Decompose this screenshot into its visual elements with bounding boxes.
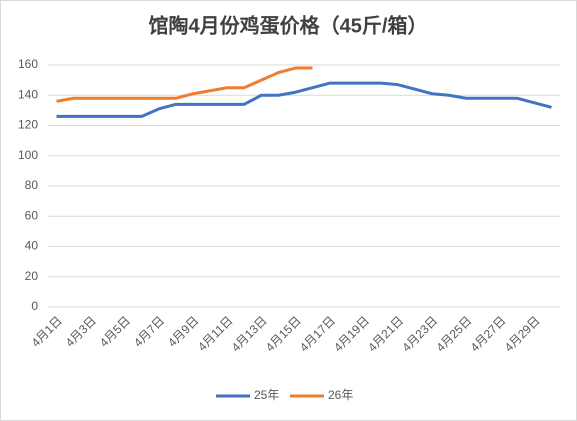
- y-tick-label: 20: [25, 269, 39, 283]
- y-tick-label: 160: [18, 57, 38, 71]
- chart-title: 馆陶4月份鸡蛋价格（45斤/箱）: [149, 13, 428, 37]
- legend-label: 25年: [254, 388, 279, 402]
- y-tick-label: 100: [18, 148, 38, 162]
- y-tick-label: 40: [25, 239, 39, 253]
- series-line: [56, 66, 313, 103]
- series-line: [56, 81, 552, 118]
- y-tick-label: 60: [25, 208, 39, 222]
- y-tick-label: 120: [18, 118, 38, 132]
- y-tick-label: 140: [18, 87, 38, 101]
- y-tick-label: 0: [31, 299, 38, 313]
- y-tick-label: 80: [25, 178, 39, 192]
- legend-label: 26年: [328, 388, 353, 402]
